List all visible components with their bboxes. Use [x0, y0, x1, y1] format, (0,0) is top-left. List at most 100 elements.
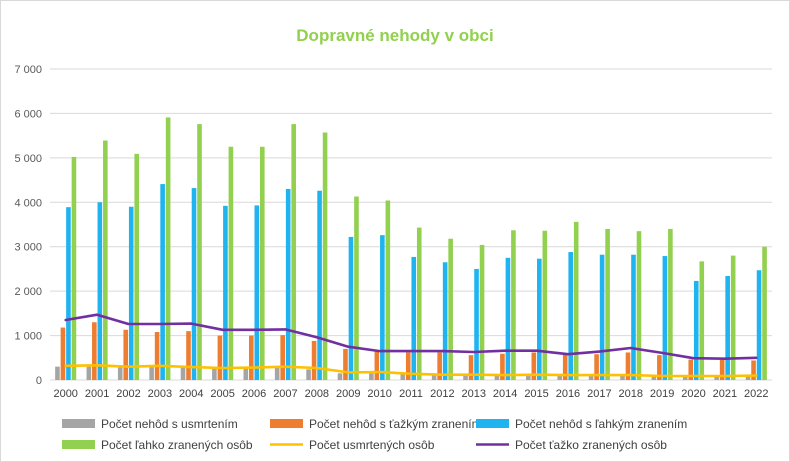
- bar: [280, 335, 285, 380]
- bar: [526, 375, 531, 380]
- bar: [165, 117, 171, 381]
- bar: [474, 268, 479, 380]
- bar: [751, 360, 756, 380]
- y-tick-label: 7 000: [14, 64, 42, 76]
- y-tick-label: 4 000: [14, 197, 42, 209]
- x-tick-label: 2019: [650, 388, 674, 400]
- bar: [531, 352, 537, 380]
- x-tick-label: 2006: [242, 388, 266, 400]
- bar: [217, 335, 223, 380]
- bar: [620, 375, 625, 380]
- bar: [86, 366, 92, 380]
- bar: [725, 276, 730, 380]
- bar: [123, 329, 129, 380]
- x-tick-label: 2004: [179, 388, 203, 400]
- bar: [668, 228, 673, 380]
- bar: [437, 352, 442, 380]
- bar: [92, 322, 97, 380]
- legend-label: Počet ťažko zranených osôb: [515, 438, 667, 452]
- legend-item: Počet nehôd s usmrtením: [62, 417, 238, 431]
- bar: [160, 184, 165, 380]
- bar: [562, 354, 568, 380]
- legend-swatch: [270, 419, 303, 428]
- bar: [745, 375, 751, 380]
- bar: [274, 367, 280, 380]
- bars: [55, 117, 767, 381]
- x-tick-label: 2022: [744, 388, 768, 400]
- bar: [243, 368, 249, 380]
- bar: [542, 230, 548, 380]
- bar: [511, 230, 516, 380]
- series-line: [64, 313, 758, 361]
- x-tick-label: 2016: [556, 388, 580, 400]
- bar: [343, 348, 348, 380]
- y-tick-label: 5 000: [14, 153, 42, 165]
- bar: [431, 374, 437, 380]
- bar: [688, 359, 694, 380]
- bar: [317, 190, 322, 380]
- x-tick-label: 2000: [53, 388, 77, 400]
- bar: [191, 188, 197, 380]
- bar: [442, 262, 448, 380]
- y-tick-label: 2 000: [14, 286, 42, 298]
- bar: [223, 205, 228, 380]
- bar: [97, 202, 103, 380]
- y-tick-label: 3 000: [14, 242, 42, 254]
- x-tick-label: 2018: [618, 388, 642, 400]
- legend-label: Počet usmrtených osôb: [309, 438, 435, 452]
- bar: [149, 367, 154, 380]
- bar: [500, 353, 505, 380]
- bar: [154, 332, 160, 380]
- x-tick-label: 2017: [587, 388, 611, 400]
- legend-swatch: [62, 419, 95, 428]
- bar: [762, 246, 767, 380]
- x-tick-label: 2021: [713, 388, 737, 400]
- bar: [631, 254, 636, 380]
- bar: [71, 156, 77, 380]
- bar: [374, 350, 380, 380]
- bar: [657, 355, 662, 380]
- bar: [625, 352, 631, 380]
- legend-item: Počet ľahko zranených osôb: [62, 438, 253, 452]
- bar: [568, 252, 574, 380]
- bar: [285, 188, 291, 380]
- bar: [248, 335, 254, 380]
- bar: [337, 373, 343, 380]
- bar: [573, 221, 579, 380]
- bar: [380, 235, 385, 380]
- bar: [662, 256, 668, 380]
- x-tick-label: 2007: [273, 388, 297, 400]
- bar: [291, 124, 296, 380]
- bar: [682, 376, 688, 380]
- x-tick-label: 2014: [493, 388, 517, 400]
- x-tick-label: 2013: [462, 388, 486, 400]
- bar: [128, 206, 134, 380]
- bar: [505, 257, 511, 380]
- x-tick-label: 2009: [336, 388, 360, 400]
- bar: [103, 140, 108, 380]
- bar: [479, 244, 485, 380]
- series-lines: [64, 313, 758, 378]
- x-tick-label: 2008: [305, 388, 329, 400]
- bar: [348, 236, 354, 380]
- legend-label: Počet nehôd s ťažkým zranením: [309, 417, 482, 431]
- bar: [385, 200, 391, 380]
- bar: [369, 373, 374, 380]
- legend-item: Počet nehôd s ťažkým zranením: [270, 417, 482, 431]
- legend-item: Počet nehôd s ľahkým zranením: [476, 417, 687, 431]
- x-tick-label: 2002: [116, 388, 140, 400]
- x-tick-label: 2012: [430, 388, 454, 400]
- legend-label: Počet ľahko zranených osôb: [101, 438, 253, 452]
- bar: [699, 261, 705, 380]
- bar: [186, 331, 191, 380]
- series-line: [64, 363, 758, 378]
- bar: [117, 367, 123, 380]
- bar: [180, 368, 186, 380]
- bar: [448, 238, 453, 380]
- legend-item: Počet usmrtených osôb: [270, 438, 435, 452]
- bar: [693, 280, 699, 380]
- x-tick-label: 2005: [210, 388, 234, 400]
- bar: [405, 352, 411, 380]
- bar: [605, 228, 610, 380]
- bar: [400, 374, 406, 380]
